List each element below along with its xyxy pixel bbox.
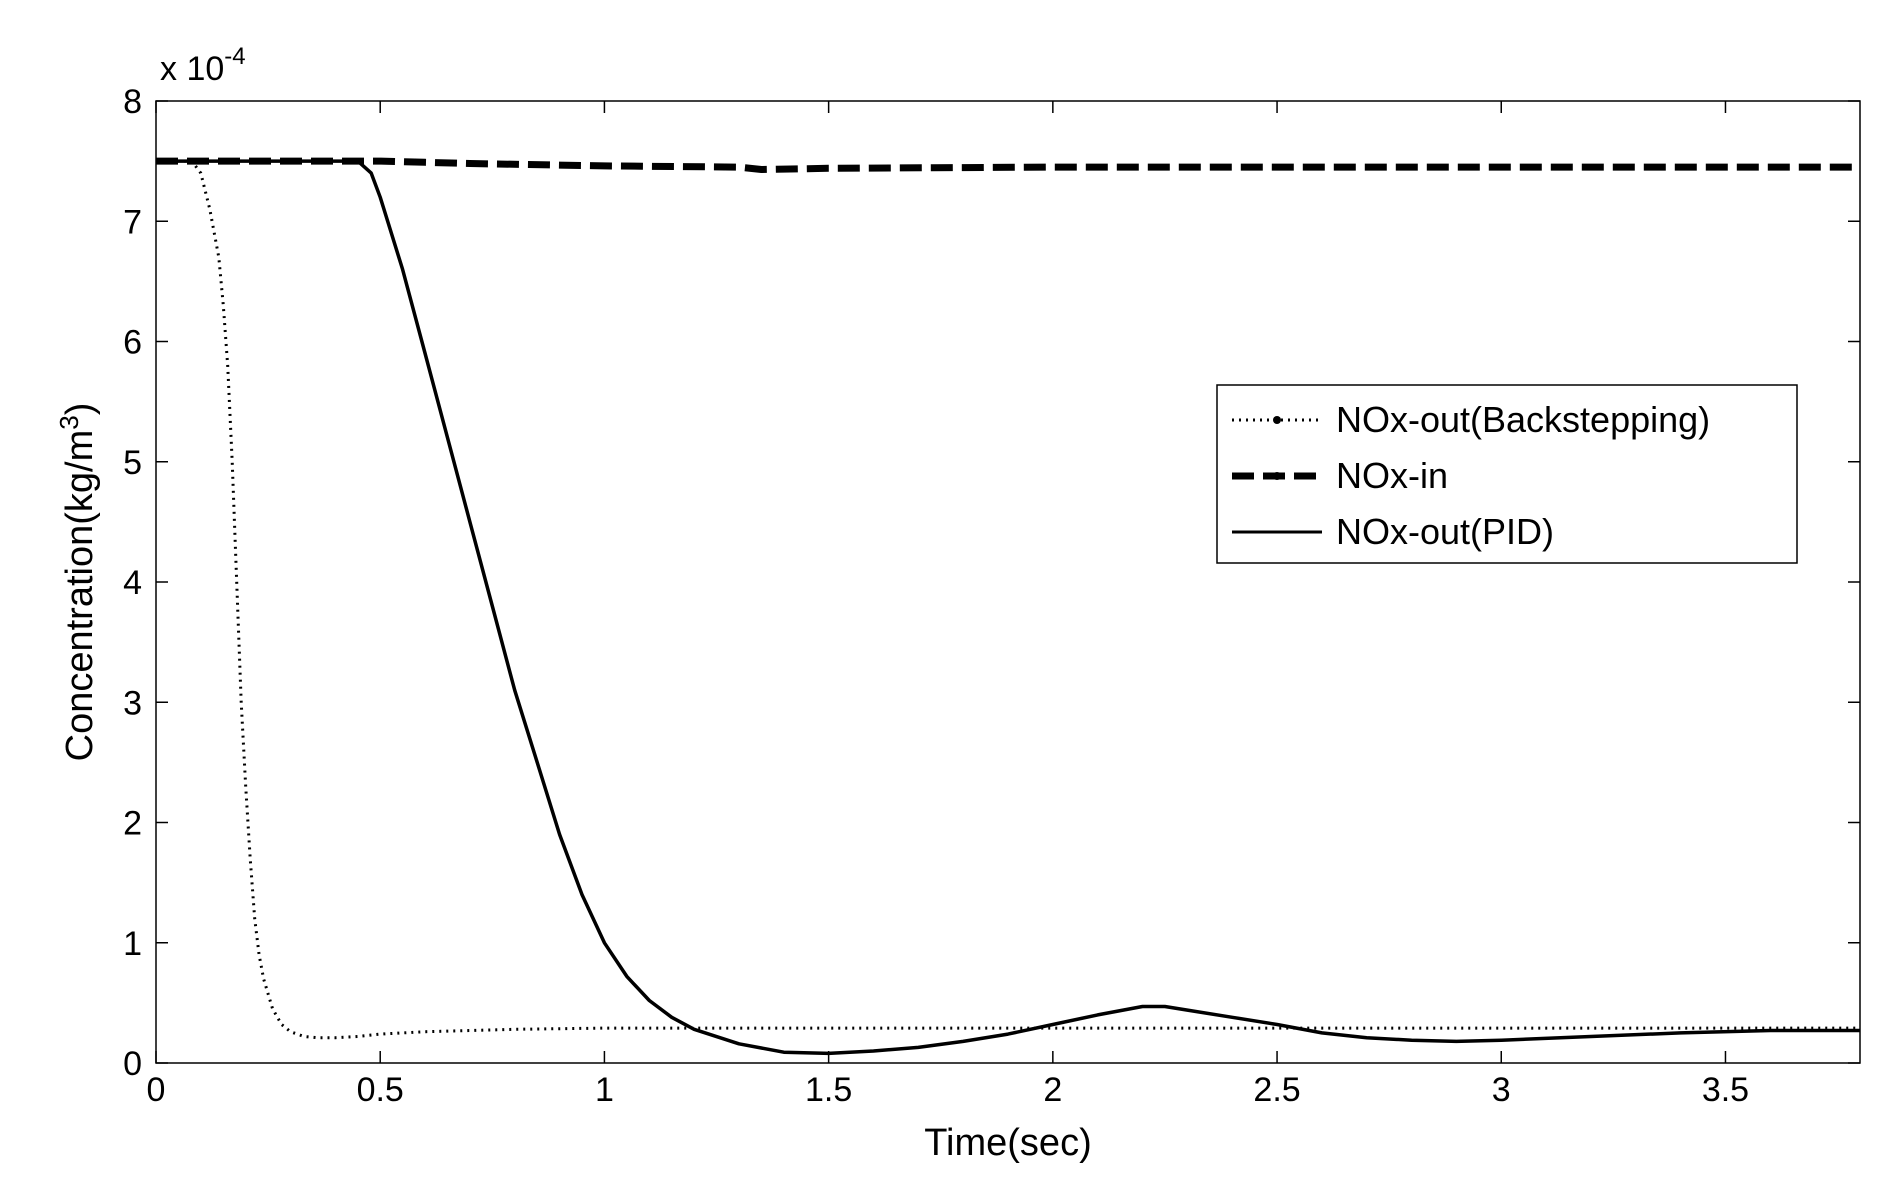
legend-label-backstepping: NOx-out(Backstepping)	[1336, 399, 1710, 440]
y-tick-label: 3	[123, 684, 142, 722]
y-tick-label: 5	[123, 444, 142, 482]
x-axis-ticks: 0 0.5 1 1.5 2 2.5 3 3.5	[147, 101, 1749, 1109]
y-axis-label-superscript: 3	[54, 415, 84, 429]
legend-marker-nox-in	[1273, 472, 1281, 480]
y-tick-label: 6	[123, 324, 142, 362]
series-line-pid	[156, 159, 1860, 1056]
legend-label-pid: NOx-out(PID)	[1336, 511, 1554, 552]
x-tick-label: 1.5	[805, 1071, 852, 1109]
plot-area	[155, 100, 1861, 1064]
x-tick-label: 3	[1492, 1071, 1511, 1109]
y-tick-label: 0	[123, 1045, 142, 1083]
y-axis-label-main: Concentration(kg/m	[59, 430, 101, 762]
legend-label-nox-in: NOx-in	[1336, 455, 1448, 496]
y-axis-ticks: 0 1 2 3 4 5 6 7 8	[123, 83, 1860, 1083]
x-tick-label: 1	[595, 1071, 614, 1109]
y-axis-label-end: )	[59, 403, 101, 416]
y-tick-label: 7	[123, 203, 142, 241]
y-axis-label: Concentration(kg/m3)	[54, 403, 101, 762]
y-tick-label: 8	[123, 83, 142, 121]
axis-scale-prefix: x 10	[160, 50, 224, 88]
x-tick-label: 2.5	[1253, 1071, 1300, 1109]
series-line-nox-in	[156, 157, 1860, 173]
axis-scale-exponent: -4	[224, 43, 245, 70]
axis-scale-factor: x 10-4	[160, 43, 246, 88]
y-tick-label: 2	[123, 805, 142, 843]
x-axis-label: Time(sec)	[924, 1122, 1091, 1164]
x-tick-label: 0.5	[357, 1071, 404, 1109]
legend-marker-backstepping	[1273, 416, 1281, 424]
series-layer	[156, 157, 1860, 1056]
x-tick-label: 0	[147, 1071, 166, 1109]
x-tick-label: 3.5	[1702, 1071, 1749, 1109]
x-tick-label: 2	[1043, 1071, 1062, 1109]
y-tick-label: 4	[123, 564, 142, 602]
legend: NOx-out(Backstepping) NOx-in NOx-out(PID…	[1216, 384, 1798, 564]
y-tick-label: 1	[123, 925, 142, 963]
